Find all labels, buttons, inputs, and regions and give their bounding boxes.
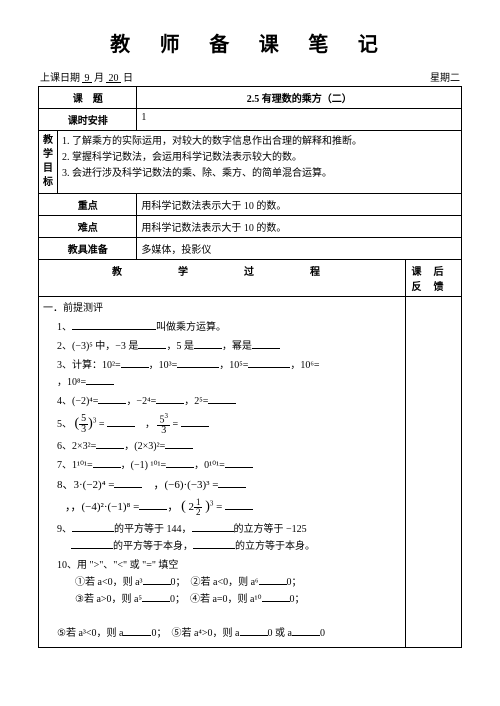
process-header: 教 学 过 程 [39, 260, 406, 297]
topic-value: 2.5 有理数的乘方（二） [137, 87, 462, 109]
schedule-label: 课时安排 [39, 109, 137, 131]
keypoint-label: 重点 [39, 194, 137, 216]
section-heading: 一．前提测评 [43, 300, 401, 317]
tools-label: 教具准备 [39, 238, 137, 260]
page-title: 教 师 备 课 笔 记 [38, 28, 462, 57]
feedback-column [406, 297, 462, 648]
schedule-value: 1 [137, 109, 462, 131]
goals: 1. 了解乘方的实际运用，对较大的数字信息作出合理的解释和推断。 2. 掌握科学… [58, 131, 462, 194]
process-content: 一．前提测评 1、叫做乘方运算。 2、(−3)⁵ 中，−3 是，5 是，幂是 3… [39, 297, 406, 648]
date-line: 上课日期 9 月 20 日 星期二 [38, 69, 462, 84]
date-day: 20 [104, 73, 123, 84]
weekday: 星期二 [430, 69, 460, 84]
blank [72, 320, 114, 330]
lesson-table: 课 题 2.5 有理数的乘方（二） 课时安排 1 教学目标 1. 了解乘方的实际… [38, 86, 462, 648]
keypoint-value: 用科学记数法表示大于 10 的数。 [137, 194, 462, 216]
date-prefix: 上课日期 [40, 73, 80, 84]
date-month: 9 [80, 73, 94, 84]
difficulty-label: 难点 [39, 216, 137, 238]
feedback-header: 课后反馈 [406, 260, 462, 297]
tools-value: 多媒体，投影仪 [137, 238, 462, 260]
goals-label: 教学目标 [39, 131, 58, 194]
topic-label: 课 题 [39, 87, 137, 109]
difficulty-value: 用科学记数法表示大于 10 的数。 [137, 216, 462, 238]
